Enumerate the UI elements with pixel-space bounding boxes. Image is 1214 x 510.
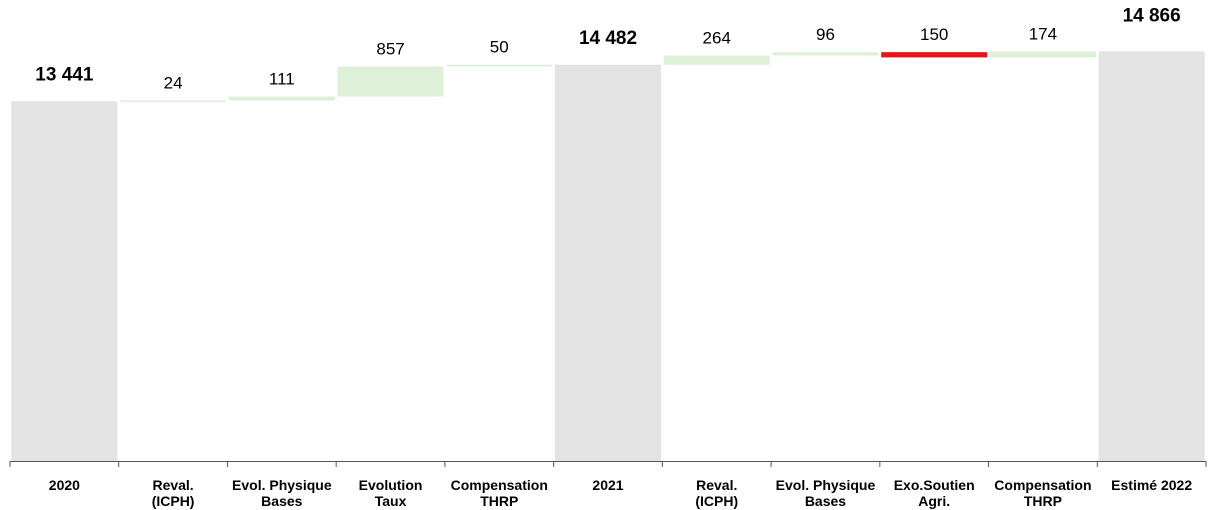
category-label-5: 2021 <box>592 477 623 493</box>
category-label-line-9-0: Compensation <box>994 477 1091 493</box>
category-label-line-10-0: Estimé 2022 <box>1111 477 1192 493</box>
category-label-line-5-0: 2021 <box>592 477 623 493</box>
value-label-2: 111 <box>269 70 295 89</box>
category-label-line-4-1: THRP <box>480 493 518 509</box>
increase-bar-7 <box>772 52 879 56</box>
value-label-3: 857 <box>376 39 404 58</box>
increase-bar-6 <box>663 55 770 65</box>
x-axis <box>9 461 1207 467</box>
category-label-line-1-1: (ICPH) <box>152 493 195 509</box>
category-label-line-3-0: Evolution <box>359 477 423 493</box>
category-label-line-8-0: Exo.Soutien <box>894 477 975 493</box>
value-label-0: 13 441 <box>35 64 94 85</box>
increase-bar-2 <box>228 96 335 101</box>
category-label-3: Evolution Taux <box>359 477 423 509</box>
value-label-4: 50 <box>490 38 509 57</box>
value-label-10: 14 866 <box>1123 5 1181 26</box>
category-label-line-2-1: Bases <box>261 493 302 509</box>
total-bar-10 <box>1098 51 1205 462</box>
category-label-line-6-0: Reval. <box>696 477 737 493</box>
category-label-4: Compensation THRP <box>451 477 548 509</box>
category-label-1: Reval. (ICPH) <box>152 477 195 509</box>
increase-bar-3 <box>337 66 444 97</box>
increase-bar-9 <box>989 51 1096 58</box>
category-label-line-3-1: Taux <box>375 493 407 509</box>
value-label-7: 96 <box>816 25 835 44</box>
category-label-6: Reval. (ICPH) <box>695 477 738 509</box>
category-label-line-7-1: Bases <box>805 493 846 509</box>
total-bar-5 <box>555 64 661 461</box>
bars-layer <box>11 51 1205 462</box>
category-label-8: Exo.Soutien Agri. <box>894 477 975 509</box>
total-bar-0 <box>11 101 118 461</box>
increase-bar-1 <box>120 100 227 102</box>
value-label-9: 174 <box>1029 24 1057 43</box>
category-label-0: 2020 <box>49 477 80 493</box>
value-label-1: 24 <box>164 73 183 92</box>
category-label-line-7-0: Evol. Physique <box>776 477 876 493</box>
increase-bar-4 <box>446 64 553 67</box>
category-label-line-9-1: THRP <box>1024 493 1062 509</box>
category-label-line-8-1: Agri. <box>918 493 950 509</box>
value-label-8: 150 <box>920 25 948 44</box>
category-label-line-1-0: Reval. <box>152 477 193 493</box>
category-label-9: Compensation THRP <box>994 477 1091 509</box>
category-label-7: Evol. Physique Bases <box>776 477 876 509</box>
category-label-line-0-0: 2020 <box>49 477 80 493</box>
category-label-line-6-1: (ICPH) <box>695 493 738 509</box>
value-label-5: 14 482 <box>579 28 637 49</box>
category-label-line-2-0: Evol. Physique <box>232 477 332 493</box>
value-label-6: 264 <box>703 29 731 48</box>
category-label-10: Estimé 2022 <box>1111 477 1192 493</box>
category-label-2: Evol. Physique Bases <box>232 477 332 509</box>
category-label-line-4-0: Compensation <box>451 477 548 493</box>
decrease-bar-8 <box>881 52 988 58</box>
